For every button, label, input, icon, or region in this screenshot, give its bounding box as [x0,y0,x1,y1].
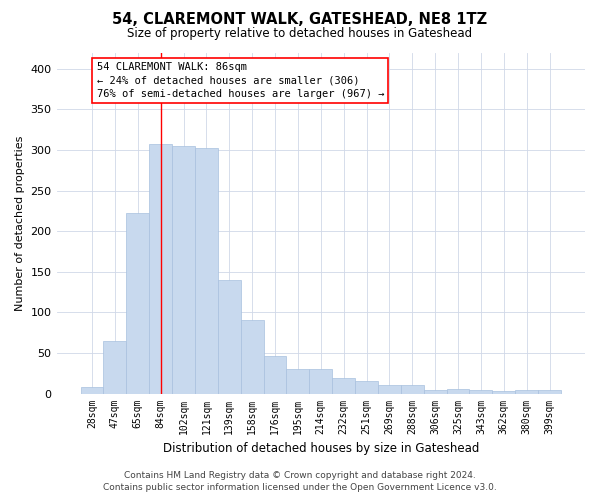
Bar [538,390,561,394]
Bar [401,386,424,394]
Text: Contains HM Land Registry data © Crown copyright and database right 2024.
Contai: Contains HM Land Registry data © Crown c… [103,471,497,492]
X-axis label: Distribution of detached houses by size in Gateshead: Distribution of detached houses by size … [163,442,479,455]
Bar [378,384,401,394]
Bar [469,390,493,394]
Bar [172,146,195,394]
Bar [218,280,241,394]
Bar [310,369,332,394]
Bar [149,144,172,394]
Bar [195,148,218,394]
Text: 54 CLAREMONT WALK: 86sqm
← 24% of detached houses are smaller (306)
76% of semi-: 54 CLAREMONT WALK: 86sqm ← 24% of detach… [97,62,384,98]
Bar [241,320,263,394]
Bar [493,391,515,394]
Text: Size of property relative to detached houses in Gateshead: Size of property relative to detached ho… [127,28,473,40]
Bar [446,390,469,394]
Bar [286,369,310,394]
Bar [515,390,538,394]
Bar [103,341,127,394]
Bar [263,356,286,394]
Bar [355,382,378,394]
Bar [424,390,446,394]
Text: 54, CLAREMONT WALK, GATESHEAD, NE8 1TZ: 54, CLAREMONT WALK, GATESHEAD, NE8 1TZ [112,12,488,28]
Y-axis label: Number of detached properties: Number of detached properties [15,136,25,310]
Bar [127,214,149,394]
Bar [332,378,355,394]
Bar [80,387,103,394]
